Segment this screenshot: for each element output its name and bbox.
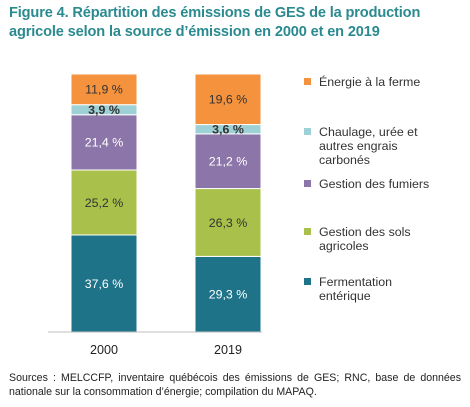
legend-swatch-chaulage-uree-et-autres-engrais-carbones [304, 128, 311, 135]
legend: Énergie à la ferme Chaulage, urée et autre… [304, 74, 429, 303]
x-tick-label-2019: 2019 [214, 343, 242, 357]
legend-label-energie-a-la-ferme: Énergie à la ferme [319, 74, 420, 89]
data-label-energie-a-la-ferme-2000: 11,9 % [85, 83, 123, 97]
bar-fermentation-enterique-2000 [70, 234, 138, 333]
bar-gestion-des-fumiers-2000 [70, 114, 138, 171]
bar-gestion-des-sols-agricoles-2000 [70, 169, 138, 236]
data-label-energie-a-la-ferme-2019: 19,6 % [209, 93, 248, 107]
data-label-gestion-des-sols-agricoles-2000: 25,2 % [85, 196, 124, 210]
bar-fermentation-enterique-2019 [194, 255, 262, 333]
data-label-gestion-des-fumiers-2019: 21,2 % [209, 155, 248, 169]
x-axis-labels: 2000 2019 [90, 343, 242, 357]
legend-label-chaulage-uree-et-autres-engrais-carbones: Chaulage, urée et autres engrais carbonés [319, 125, 418, 167]
legend-swatch-gestion-des-fumiers [304, 180, 311, 187]
bar-energie-a-la-ferme-2000 [70, 73, 138, 106]
legend-swatch-fermentation-enterique [304, 278, 311, 285]
legend-label-fermentation-enterique: Fermentation entérique [319, 275, 392, 303]
data-label-fermentation-enterique-2019: 29,3 % [209, 288, 248, 302]
sources-note: Sources : MELCCFP, inventaire québécois … [9, 372, 461, 398]
x-tick-label-2000: 2000 [90, 343, 118, 357]
data-label-chaulage-uree-et-autres-engrais-carbones-2000: 3,9 % [88, 103, 120, 117]
data-label-gestion-des-fumiers-2000: 21,4 % [85, 136, 124, 150]
legend-swatch-gestion-des-sols-agricoles [304, 228, 311, 235]
bar-gestion-des-sols-agricoles-2019 [194, 188, 262, 257]
legend-label-gestion-des-sols-agricoles: Gestion des sols agricoles [319, 225, 411, 253]
data-label-chaulage-uree-et-autres-engrais-carbones-2019: 3,6 % [212, 123, 244, 137]
bar-energie-a-la-ferme-2019 [194, 73, 262, 126]
legend-swatch-energie-a-la-ferme [304, 78, 311, 85]
bars-group: 37,6 % 25,2 % 21,4 % 3,9 % 11,9 % 29,3 % 26,3 … [70, 73, 262, 333]
legend-label-gestion-des-fumiers: Gestion des fumiers [319, 177, 429, 191]
chart-title: Figure 4. Répartition des émissions de G… [9, 5, 421, 40]
data-label-fermentation-enterique-2000: 37,6 % [85, 277, 124, 291]
data-label-gestion-des-sols-agricoles-2019: 26,3 % [209, 216, 248, 230]
